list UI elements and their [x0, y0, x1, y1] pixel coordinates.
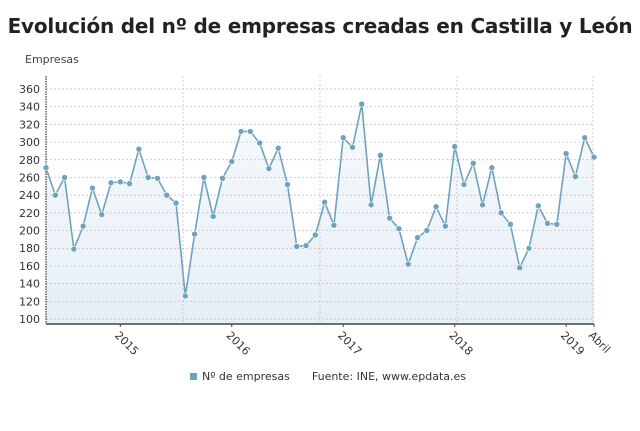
data-point [442, 222, 449, 230]
data-point [312, 231, 319, 239]
data-point [79, 222, 87, 230]
data-point [247, 128, 254, 135]
data-point [460, 181, 468, 188]
data-point [51, 191, 59, 199]
y-tick-label: 300 [19, 136, 40, 149]
data-point [553, 221, 561, 228]
x-tick-label: 2019 [558, 329, 587, 358]
data-point [590, 153, 598, 161]
data-point [42, 164, 50, 172]
y-tick-label: 140 [19, 278, 40, 291]
data-point [265, 165, 273, 172]
legend: Nº de empresas Fuente: INE, www.epdata.e… [190, 370, 466, 383]
y-tick-label: 100 [19, 313, 40, 326]
data-point [191, 230, 198, 238]
data-point [479, 201, 486, 209]
y-tick-label: 120 [19, 295, 40, 308]
y-tick-label: 360 [19, 83, 40, 96]
data-point [423, 227, 431, 234]
x-tick-label: 2017 [335, 329, 364, 358]
data-point [349, 144, 356, 151]
data-point [163, 191, 171, 199]
chart-title: Evolución del nº de empresas creadas en … [7, 14, 633, 38]
x-tick-label: Abril [586, 329, 613, 356]
y-tick-label: 180 [19, 242, 40, 255]
data-point [330, 221, 338, 229]
y-tick-label: 240 [19, 189, 40, 202]
data-point [488, 164, 496, 172]
y-tick-label: 160 [19, 260, 40, 273]
data-point [209, 213, 217, 220]
legend-marker [190, 373, 197, 380]
data-point [377, 152, 384, 159]
data-point [562, 150, 570, 157]
data-point [302, 242, 310, 249]
data-point [469, 160, 477, 167]
y-tick-label: 340 [19, 101, 40, 114]
x-tick-label: 2016 [224, 329, 253, 358]
data-point [200, 174, 208, 181]
data-point [237, 128, 245, 135]
data-point [507, 221, 514, 228]
data-point [572, 173, 579, 180]
data-point [414, 234, 421, 241]
y-axis-label: Empresas [25, 53, 79, 66]
data-point [144, 174, 152, 181]
data-point [358, 100, 366, 108]
legend-series-label: Nº de empresas [202, 370, 290, 383]
data-point [395, 225, 403, 233]
data-point [135, 145, 143, 153]
data-point [219, 175, 226, 182]
data-point [404, 260, 412, 268]
data-point [182, 292, 189, 300]
data-point [154, 175, 161, 182]
data-point [70, 245, 78, 253]
y-tick-label: 320 [19, 118, 40, 131]
data-point [117, 178, 124, 186]
data-point [432, 203, 440, 210]
data-point [367, 201, 375, 209]
x-tick-label: 2015 [112, 329, 141, 358]
data-point [61, 174, 68, 181]
data-point [525, 244, 533, 252]
y-tick-label: 200 [19, 225, 40, 238]
data-point [256, 139, 263, 147]
data-point [339, 134, 347, 141]
data-point [386, 214, 393, 222]
y-tick-label: 220 [19, 207, 40, 220]
y-tick-label: 260 [19, 171, 40, 184]
data-point [321, 198, 328, 206]
data-point [497, 209, 505, 217]
data-point [107, 179, 115, 187]
source-text: Fuente: INE, www.epdata.es [311, 370, 467, 383]
data-point [451, 143, 458, 150]
x-tick-label: 2018 [447, 329, 476, 358]
data-point [98, 211, 106, 218]
data-point [172, 199, 180, 207]
data-point [293, 243, 301, 250]
data-point [274, 144, 282, 152]
y-tick-label: 280 [19, 154, 40, 167]
data-point [581, 134, 589, 141]
data-point [534, 202, 542, 210]
data-point [89, 184, 96, 192]
data-point [228, 158, 236, 165]
data-point [126, 180, 133, 187]
data-point [516, 264, 523, 271]
data-point [284, 181, 291, 188]
data-point [544, 220, 551, 227]
